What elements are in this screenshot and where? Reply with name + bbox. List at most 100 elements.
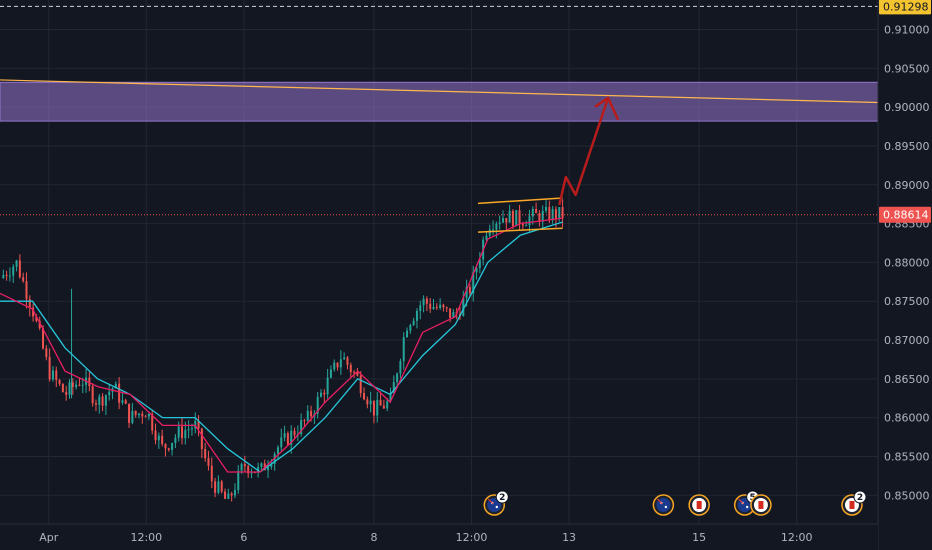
candle-body (167, 448, 170, 450)
candle-body (104, 395, 107, 406)
candle-body (118, 383, 121, 403)
resistance-zone (0, 81, 879, 122)
candle-body (194, 420, 197, 429)
candle-body (65, 392, 68, 395)
channel-lower-line (477, 227, 563, 233)
candle-body (531, 209, 534, 217)
candle-body (75, 384, 78, 388)
candle-body (366, 399, 369, 405)
candle-body (233, 490, 236, 496)
y-tick-label: 0.88000 (884, 256, 930, 269)
candle-body (396, 373, 399, 382)
candle-body (200, 428, 203, 449)
candle-body (363, 393, 366, 400)
flag-star-icon (745, 505, 749, 509)
y-tick-label: 0.90000 (884, 101, 930, 114)
candle-body (336, 362, 339, 368)
candle-body (462, 297, 465, 316)
candle-body (382, 405, 385, 409)
candle-body (131, 410, 134, 423)
y-tick-label: 0.87500 (884, 295, 930, 308)
flag-cross-icon (487, 498, 494, 505)
candle-body (81, 384, 84, 386)
candle-body (94, 403, 97, 405)
candle-body (187, 429, 190, 431)
candle-body (164, 443, 167, 449)
candle-body (5, 274, 8, 276)
candle-body (280, 437, 283, 448)
channel-upper-line (477, 197, 563, 205)
ma-slow-line (0, 221, 563, 473)
candle-body (346, 357, 349, 365)
candle-body (88, 377, 91, 387)
price-axis[interactable]: 0.910000.905000.900000.895000.890000.885… (877, 0, 932, 550)
candle-body (247, 466, 250, 474)
y-tick-label: 0.86500 (884, 373, 930, 386)
x-tick-label: 13 (562, 531, 576, 544)
candle-body (38, 320, 41, 329)
candle-body (425, 298, 428, 304)
candle-body (515, 210, 518, 227)
candle-body (250, 472, 253, 474)
candle-body (452, 311, 455, 318)
candle-body (18, 260, 21, 278)
candle-body (240, 464, 243, 471)
candle-body (243, 464, 246, 467)
event-badges: 2 5 2 (483, 490, 867, 516)
candle-body (220, 481, 223, 492)
candle-body (293, 430, 296, 436)
candle-body (2, 274, 5, 278)
high-price-tag-label: 0.91298 (883, 0, 929, 13)
candle-body (283, 433, 286, 438)
candle-body (541, 210, 544, 222)
candle-body (58, 380, 61, 384)
candle-body (25, 281, 28, 300)
candle-body (197, 420, 200, 429)
y-tick-label: 0.87000 (884, 334, 930, 347)
projection-arrow-head (594, 96, 620, 121)
candle-body (369, 400, 372, 405)
y-tick-label: 0.91000 (884, 23, 930, 36)
candle-body (535, 209, 538, 214)
candle-body (439, 304, 442, 308)
candle-body (333, 362, 336, 370)
x-tick-label: 6 (240, 531, 247, 544)
candle-body (68, 382, 71, 395)
candle-body (12, 266, 15, 276)
y-tick-label: 0.85500 (884, 450, 930, 463)
time-axis[interactable]: Apr 12:00 6 8 12:00 13 15 12:00 (0, 523, 878, 550)
candle-body (78, 384, 81, 386)
candle-body (498, 222, 501, 224)
candle-body (184, 430, 187, 439)
candle-body (171, 442, 174, 450)
candle-body (217, 481, 220, 493)
candle-body (177, 426, 180, 438)
candle-body (230, 493, 233, 496)
candle-body (190, 428, 193, 430)
candle-body (429, 303, 432, 309)
candle-body (432, 307, 435, 309)
badge-count-label: 2 (499, 493, 505, 503)
candle-body (538, 213, 541, 222)
candle-body (478, 259, 481, 269)
candle-body (270, 463, 273, 468)
candle-body (128, 403, 131, 423)
candle-body (15, 260, 18, 267)
candle-body (502, 218, 505, 223)
badge-count-label: 5 (750, 493, 756, 503)
candle-body (210, 465, 213, 482)
candle-body (204, 448, 207, 459)
candle-body (435, 307, 438, 309)
candles (2, 198, 564, 502)
candle-body (343, 357, 346, 360)
candle-body (144, 416, 147, 418)
candle-body (28, 299, 31, 308)
maple-leaf-icon (696, 501, 702, 509)
candle-body (349, 364, 352, 373)
candle-body (151, 413, 154, 431)
candle-body (137, 413, 140, 416)
high-price-tag-bg (879, 0, 931, 15)
badge-count-bubble (495, 490, 509, 504)
x-tick-label: 15 (692, 531, 706, 544)
